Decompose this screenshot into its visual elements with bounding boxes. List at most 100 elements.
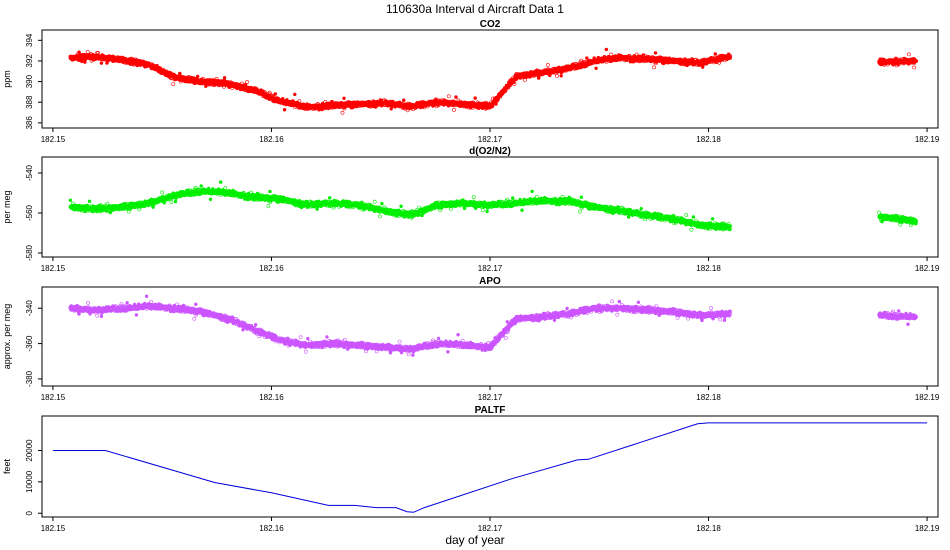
y-tick-label: -580: [25, 244, 34, 261]
data-point: [593, 59, 597, 63]
data-point: [446, 94, 451, 99]
data-point: [594, 66, 598, 71]
data-point: [402, 98, 406, 102]
data-point: [68, 198, 73, 203]
data-point: [671, 59, 676, 63]
data-point: [700, 65, 705, 69]
data-point: [162, 201, 166, 205]
panel-co2: CO2 ppm 182.15 182.16 182.17 182.18 182.19 386 3…: [2, 19, 940, 144]
data-point: [266, 204, 271, 209]
panel-title: d(O2/N2): [469, 146, 511, 157]
data-point: [357, 102, 361, 107]
data-point: [473, 96, 477, 100]
data-point: [171, 82, 176, 87]
x-tick-label: 182.17: [478, 135, 503, 144]
data-point: [208, 197, 213, 202]
x-tick-label: 182.15: [41, 135, 66, 144]
figure-title: 110630a Interval d Aircraft Data 1: [386, 2, 564, 16]
data-point: [273, 92, 277, 96]
panel-title: CO2: [480, 19, 501, 30]
data-point: [604, 47, 608, 52]
data-point: [645, 57, 650, 61]
x-tick-label: 182.19: [915, 264, 940, 273]
x-axis-label: day of year: [445, 533, 504, 547]
data-point: [252, 88, 256, 92]
y-tick-label: 394: [25, 33, 34, 47]
data-point: [514, 74, 519, 79]
data-point: [199, 79, 204, 84]
data-point: [222, 76, 227, 80]
y-tick-label: 388: [25, 95, 34, 109]
x-tick-label: 182.19: [915, 135, 940, 144]
data-point: [540, 70, 545, 75]
data-point: [619, 56, 623, 60]
data-point: [151, 205, 155, 209]
y-tick-label: 392: [25, 54, 34, 68]
data-point: [160, 190, 165, 195]
data-point: [199, 184, 203, 188]
data-point: [223, 186, 228, 191]
data-point: [461, 102, 466, 107]
data-points: [68, 180, 918, 232]
data-point: [545, 63, 550, 67]
y-axis-label: ppm: [2, 70, 12, 88]
data-point: [83, 60, 87, 64]
data-point: [914, 59, 918, 63]
data-point: [245, 80, 250, 84]
data-point: [566, 66, 571, 70]
data-point: [488, 104, 492, 109]
data-point: [282, 107, 287, 112]
data-point: [585, 56, 589, 60]
data-point: [409, 104, 414, 109]
data-point: [713, 52, 717, 56]
data-points: [68, 47, 918, 115]
data-point: [330, 103, 335, 108]
x-tick-label: 182.16: [259, 264, 284, 273]
data-point: [173, 199, 178, 204]
data-point: [653, 51, 658, 55]
data-point: [225, 81, 230, 86]
data-point: [68, 56, 73, 60]
data-point: [94, 55, 99, 59]
x-tick-label: 182.16: [259, 135, 284, 144]
data-point: [99, 61, 104, 65]
data-point: [147, 63, 151, 67]
data-point: [454, 95, 458, 99]
y-tick-label: -540: [25, 164, 34, 181]
data-point: [452, 108, 456, 112]
data-point: [340, 110, 345, 115]
x-tick-label: 182.15: [41, 264, 66, 273]
data-point: [912, 65, 917, 70]
x-tick-label: 182.17: [478, 264, 503, 273]
x-tick-label: 182.18: [696, 264, 721, 273]
data-point: [87, 199, 92, 204]
data-point: [383, 101, 387, 106]
data-point: [881, 60, 886, 64]
data-point: [724, 55, 728, 59]
data-point: [609, 52, 613, 57]
data-point: [435, 100, 440, 105]
data-point: [559, 74, 563, 78]
x-tick-label: 182.18: [696, 135, 721, 144]
data-point: [536, 76, 541, 80]
data-point: [219, 180, 223, 184]
y-tick-label: -560: [25, 204, 34, 221]
data-point: [278, 99, 283, 103]
data-point: [907, 52, 911, 57]
y-tick-label: 386: [25, 116, 34, 130]
y-tick-label: 390: [25, 74, 34, 88]
data-point: [85, 49, 90, 54]
panel-do2n2: d(O2/N2) per meg 182.15 182.16 182.17 182.18 1…: [2, 146, 940, 273]
data-point: [173, 75, 178, 80]
data-point: [293, 92, 297, 97]
y-axis-label: per meg: [2, 190, 12, 223]
data-point: [304, 105, 309, 110]
data-point: [268, 189, 272, 194]
data-point: [196, 74, 200, 79]
data-point: [697, 61, 702, 65]
data-point: [494, 102, 498, 106]
data-point: [121, 58, 125, 62]
data-point: [342, 96, 346, 101]
data-point: [652, 65, 656, 70]
